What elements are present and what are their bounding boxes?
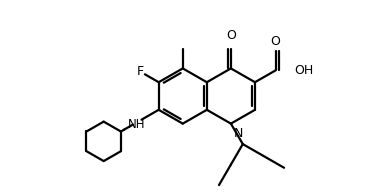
Text: F: F: [137, 65, 144, 78]
Text: OH: OH: [294, 64, 314, 77]
Text: O: O: [226, 29, 236, 42]
Text: N: N: [234, 126, 243, 139]
Text: O: O: [270, 35, 280, 48]
Text: NH: NH: [128, 118, 145, 131]
